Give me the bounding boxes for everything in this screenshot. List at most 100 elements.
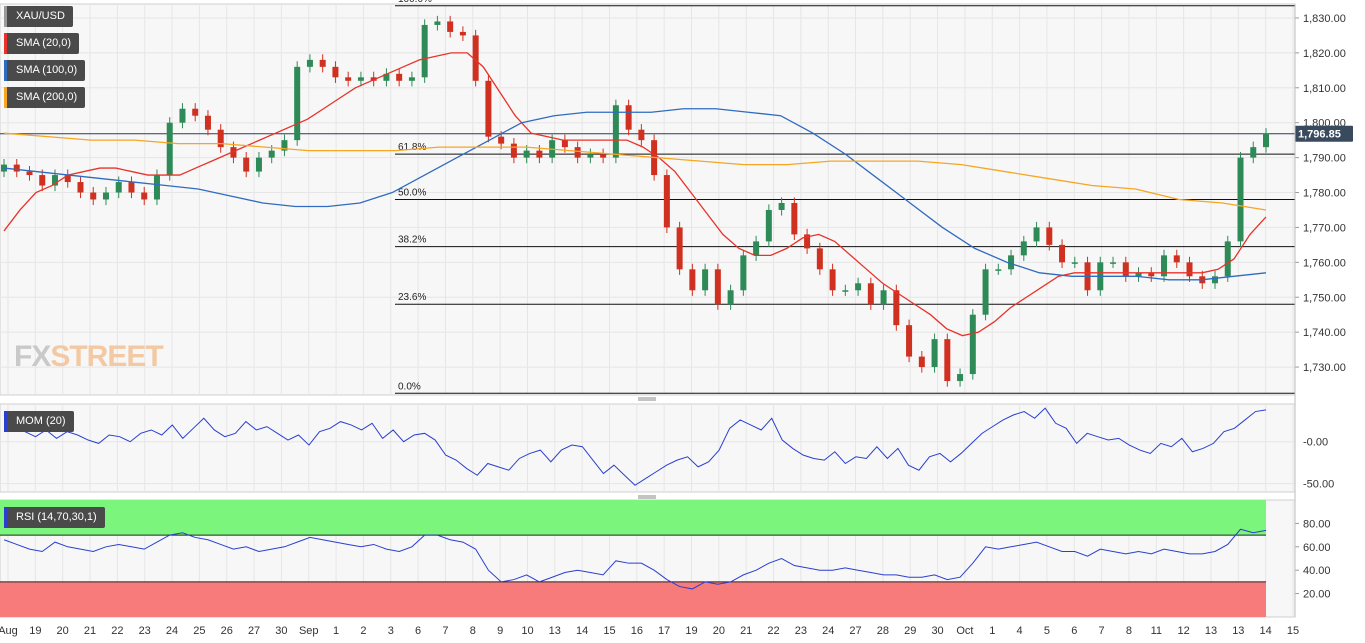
candle-body [561,140,568,148]
candle-body [217,129,224,148]
candle-body [485,80,492,137]
legend-swatch [4,33,7,54]
mom-y-tick-label: -0.00 [1303,437,1328,449]
candle-body [345,77,352,81]
candle-body [778,202,785,210]
x-tick-label: 23 [139,625,151,637]
candle-body [982,269,989,315]
legend-swatch [4,411,7,432]
current-price-label: 1,796.85 [1298,129,1341,141]
candle-body [1250,147,1257,158]
x-tick-label: 20 [57,625,69,637]
candle-body [1122,262,1129,277]
candle-body [1059,244,1066,263]
legend-rsi[interactable]: RSI (14,70,30,1) [4,507,105,528]
x-tick-label: 15 [603,625,615,637]
rsi-oversold-zone [0,581,1266,617]
candle-body [523,150,530,158]
x-tick-label: 16 [631,625,643,637]
x-tick-label: 28 [877,625,889,637]
x-tick-label: 6 [415,625,421,637]
candle-body [268,150,275,158]
candle-body [944,339,951,382]
candle-body [574,147,581,158]
legend-sma200[interactable]: SMA (200,0) [4,87,86,108]
candle-body [638,129,645,141]
candle-body [472,35,479,81]
legend-sma100-label: SMA (100,0) [16,64,78,76]
x-tick-label: 19 [685,625,697,637]
fib-level-label: 50.0% [398,188,426,199]
rsi-line [3,528,1267,590]
candle-body [1135,272,1142,277]
legend-sma20[interactable]: SMA (20,0) [4,33,80,54]
y-tick-label: 1,740.00 [1303,327,1346,339]
legend-sma100[interactable]: SMA (100,0) [4,60,86,81]
legend-rsi-label: RSI (14,70,30,1) [16,511,97,523]
x-tick-label: 13 [1232,625,1244,637]
candle-body [676,227,683,270]
x-tick-label: 21 [740,625,752,637]
candle-body [294,66,301,141]
rsi-overbought-zone [0,500,1266,536]
candle-body [689,269,696,291]
x-tick-label: Aug [0,625,18,637]
candle-body [957,374,964,382]
candle-body [421,24,428,78]
candle-body [26,171,33,176]
x-tick-label: 4 [1017,625,1023,637]
candle-body [1046,227,1053,245]
legend-symbol[interactable]: XAU/USD [4,6,73,27]
x-tick-label: 27 [849,625,861,637]
candle-body [255,157,262,172]
legend-swatch [4,60,7,81]
candle-body [995,269,1002,271]
candle-body [370,77,377,81]
candle-body [855,283,862,291]
candle-body [77,182,84,193]
y-tick-label: 1,820.00 [1303,48,1346,60]
x-tick-label: 14 [1260,625,1272,637]
x-tick-label: 8 [470,625,476,637]
candle-body [166,122,173,176]
candle-body [587,154,594,158]
legend-sma20-label: SMA (20,0) [16,37,72,49]
legend-swatch [4,87,7,108]
legend-sma200-label: SMA (200,0) [16,91,78,103]
rsi-y-tick-label: 60.00 [1303,542,1331,554]
candle-body [727,290,734,305]
x-tick-label: 22 [767,625,779,637]
x-tick-label: 12 [1178,625,1190,637]
candle-body [1033,227,1040,242]
candle-body [192,108,199,116]
candle-body [600,154,607,158]
x-tick-label: 5 [1044,625,1050,637]
y-tick-label: 1,760.00 [1303,257,1346,269]
candle-body [1212,276,1219,284]
x-tick-label: 9 [497,625,503,637]
candle-body [765,209,772,242]
candle-body [612,105,619,158]
candle-body [383,73,390,81]
legend-mom[interactable]: MOM (20) [4,411,74,432]
candle-body [867,283,874,305]
candle-body [281,140,288,151]
candle-body [39,175,46,186]
candle-body [702,269,709,291]
x-tick-label: 13 [549,625,561,637]
x-tick-label: 11 [1151,625,1162,637]
candle-body [204,115,211,130]
panel-2-background [0,403,1296,493]
x-tick-label: 2 [360,625,366,637]
x-tick-label: 26 [221,625,233,637]
candle-body [1071,262,1078,264]
candle-body [459,31,466,36]
legend-swatch [4,507,7,528]
candle-body [1186,262,1193,277]
candle-body [625,105,632,130]
x-tick-label: 8 [1126,625,1132,637]
rsi-y-tick-label: 20.00 [1303,589,1331,601]
x-tick-label: 14 [576,625,588,637]
candle-body [906,325,913,357]
